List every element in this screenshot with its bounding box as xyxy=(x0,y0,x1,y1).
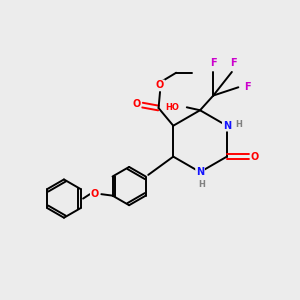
Text: N: N xyxy=(223,121,231,131)
Text: O: O xyxy=(251,152,259,162)
Text: F: F xyxy=(230,58,237,68)
Text: N: N xyxy=(196,167,204,177)
Text: HO: HO xyxy=(166,103,179,112)
Text: O: O xyxy=(91,189,99,199)
Text: F: F xyxy=(210,58,217,68)
Text: O: O xyxy=(156,80,164,90)
Text: O: O xyxy=(132,99,141,109)
Text: H: H xyxy=(235,120,242,129)
Text: F: F xyxy=(244,82,250,92)
Text: H: H xyxy=(198,180,205,189)
